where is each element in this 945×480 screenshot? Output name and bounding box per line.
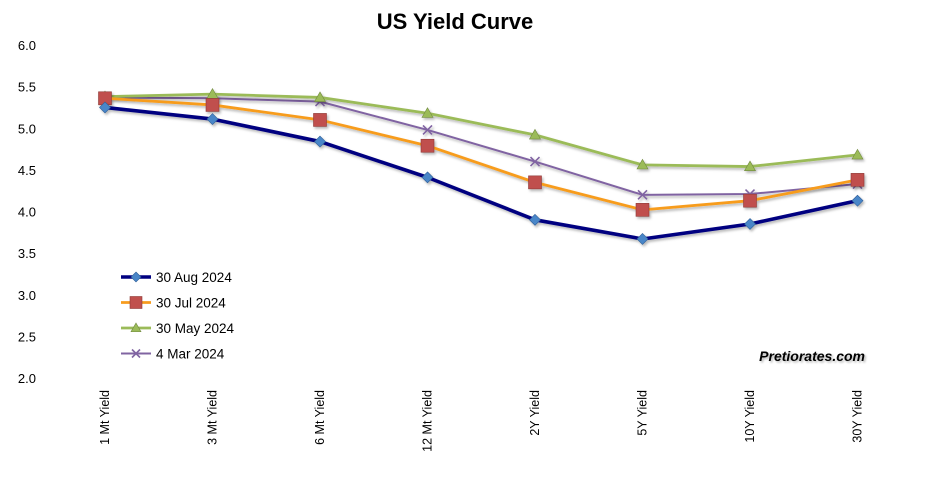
data-point-marker (206, 113, 219, 126)
y-tick-label: 5.5 (18, 80, 36, 95)
data-point-marker (529, 156, 541, 167)
data-point-marker (129, 296, 143, 309)
series-line (103, 105, 860, 241)
data-point-marker (636, 158, 649, 170)
data-point-marker (851, 194, 864, 207)
legend-item: 30 Jul 2024 (121, 296, 226, 311)
y-tick-label: 5.0 (18, 121, 36, 136)
x-tick-label: 12 Mt Yield (421, 390, 435, 452)
data-point-marker (130, 322, 142, 333)
y-tick-label: 3.0 (18, 288, 36, 303)
data-point-marker (421, 171, 434, 184)
data-point-marker (851, 148, 864, 160)
y-tick-label: 4.0 (18, 205, 36, 220)
data-point-marker (850, 173, 865, 187)
y-tick-label: 2.5 (18, 329, 36, 344)
data-point-marker (131, 348, 141, 359)
data-point-marker (313, 91, 327, 102)
legend-label: 30 Aug 2024 (156, 270, 232, 285)
y-tick-label: 2.0 (18, 371, 36, 386)
y-tick-label: 3.5 (18, 246, 36, 261)
y-tick-label: 6.0 (18, 38, 36, 53)
series-line (104, 96, 859, 196)
x-tick-label: 2Y Yield (528, 390, 542, 436)
watermark-text: Pretiorates.com (759, 348, 865, 364)
legend-label: 30 May 2024 (156, 321, 235, 336)
data-point-marker (635, 203, 650, 217)
x-tick-label: 3 Mt Yield (206, 390, 220, 445)
data-point-marker (528, 128, 542, 140)
chart-title: US Yield Curve (377, 9, 534, 34)
series-line (103, 92, 859, 168)
y-tick-label: 4.5 (18, 163, 36, 178)
data-point-marker (636, 233, 649, 245)
data-point-marker (422, 124, 433, 135)
data-point-marker (421, 107, 434, 118)
data-point-marker (743, 160, 757, 171)
series-2 (98, 88, 864, 171)
data-point-marker (743, 193, 757, 208)
data-point-marker (744, 218, 756, 230)
series-layer (98, 88, 865, 245)
legend-item: 4 Mar 2024 (121, 347, 225, 362)
x-tick-label: 6 Mt Yield (313, 390, 327, 445)
data-point-marker (99, 101, 111, 114)
legend-item: 30 May 2024 (121, 321, 235, 336)
legend-item: 30 Aug 2024 (121, 270, 232, 285)
x-tick-label: 10Y Yield (743, 390, 757, 443)
series-line (103, 96, 859, 212)
x-tick-label: 5Y Yield (636, 390, 650, 436)
data-point-marker (130, 271, 142, 283)
data-point-marker (637, 189, 648, 200)
data-point-marker (314, 135, 326, 148)
data-point-marker (528, 175, 542, 190)
x-tick-label: 30Y Yield (851, 390, 865, 443)
legend: 30 Aug 2024 30 Jul 2024 30 May 2024 4 Mar 2… (121, 270, 235, 362)
y-axis: 2.0 2.5 3.0 3.5 4.0 4.5 5.0 5.5 6.0 (18, 38, 36, 386)
legend-label: 4 Mar 2024 (156, 347, 225, 362)
data-point-marker (529, 213, 541, 226)
x-axis: 1 Mt Yield 3 Mt Yield 6 Mt Yield 12 Mt Yiel… (98, 390, 865, 452)
data-point-marker (313, 113, 327, 127)
data-point-marker (420, 138, 435, 153)
legend-label: 30 Jul 2024 (156, 296, 226, 311)
x-tick-label: 1 Mt Yield (98, 390, 112, 445)
series-0 (99, 101, 864, 245)
data-point-marker (205, 98, 220, 112)
